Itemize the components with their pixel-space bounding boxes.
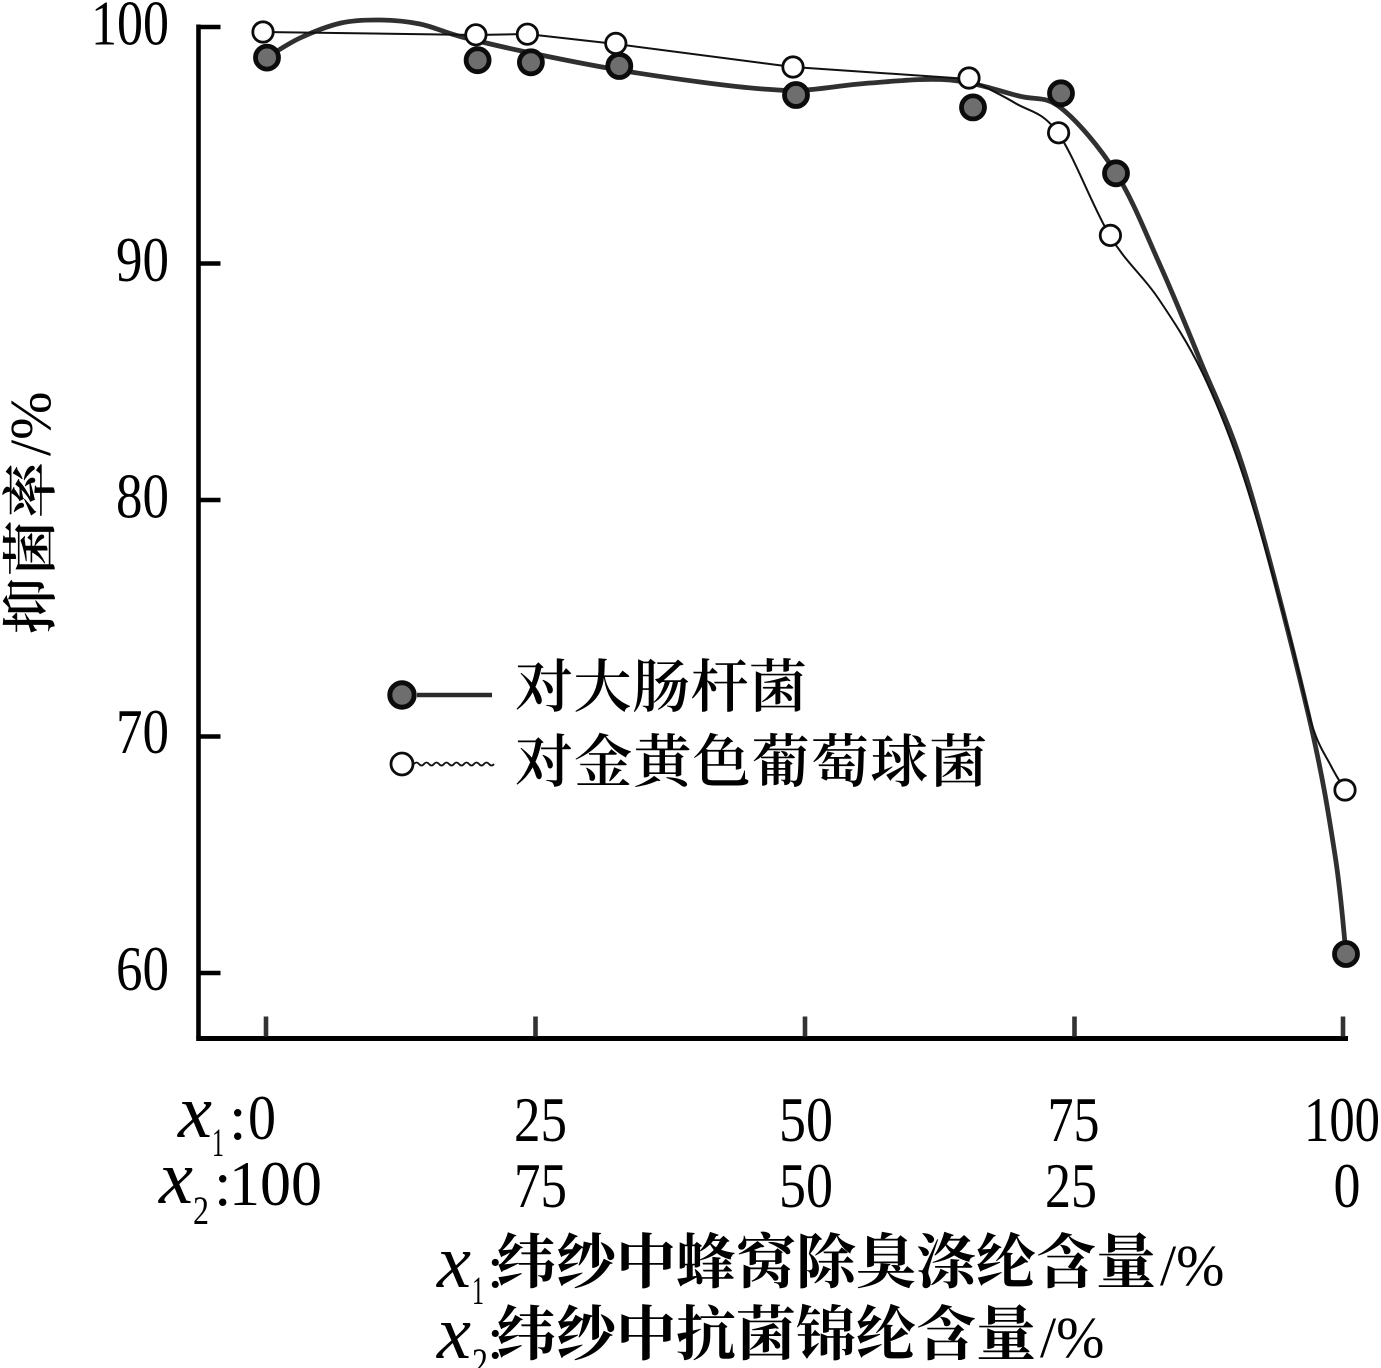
svg-text:2: 2 <box>193 1188 209 1233</box>
svg-text:100: 100 <box>1304 1085 1380 1155</box>
svg-text:75: 75 <box>514 1151 567 1221</box>
svg-text:/%: /% <box>1040 1305 1104 1368</box>
svg-text:25: 25 <box>514 1085 567 1155</box>
svg-text:x: x <box>436 1291 471 1368</box>
svg-text:x: x <box>436 1220 471 1304</box>
svg-text:25: 25 <box>1045 1151 1097 1221</box>
svg-text:/%: /% <box>1160 1233 1224 1298</box>
svg-text:90: 90 <box>116 225 169 295</box>
svg-text:100: 100 <box>229 1149 322 1219</box>
svg-text:70: 70 <box>116 697 169 767</box>
svg-text::: : <box>214 1149 232 1219</box>
svg-text:0: 0 <box>248 1083 276 1153</box>
svg-text:50: 50 <box>779 1085 833 1155</box>
svg-text:80: 80 <box>116 462 169 532</box>
svg-text:x: x <box>177 1070 212 1154</box>
svg-text:1: 1 <box>212 1120 224 1165</box>
svg-text:x: x <box>158 1136 193 1220</box>
svg-text:100: 100 <box>91 0 169 59</box>
svg-text:0: 0 <box>1334 1151 1361 1221</box>
svg-text:/%: /% <box>0 392 63 456</box>
svg-text:60: 60 <box>116 934 169 1004</box>
svg-text:75: 75 <box>1048 1085 1100 1155</box>
svg-text:2: 2 <box>472 1340 488 1368</box>
svg-text:50: 50 <box>779 1151 833 1221</box>
svg-text::: : <box>229 1083 247 1153</box>
svg-text:1: 1 <box>472 1268 484 1313</box>
